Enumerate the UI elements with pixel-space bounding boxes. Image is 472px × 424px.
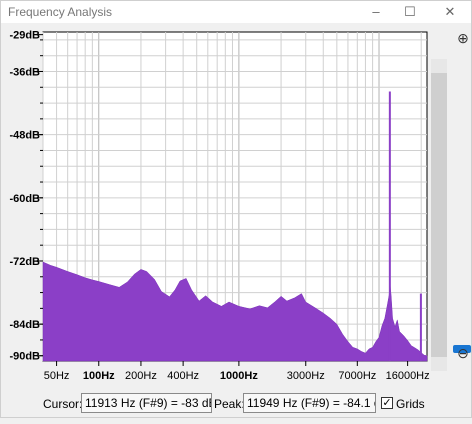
y-tick-label: -84dB <box>9 319 40 331</box>
y-tick-label: -90dB <box>9 351 40 363</box>
grids-label: Grids <box>396 397 425 411</box>
x-tick-label: 100Hz <box>83 370 115 382</box>
zoom-slider-handle[interactable] <box>453 345 471 353</box>
grids-checkbox[interactable]: ✓ <box>381 397 393 409</box>
window-title: Frequency Analysis <box>8 5 113 19</box>
y-tick-label: -48dB <box>9 130 40 142</box>
y-tick-label: -29dB <box>9 30 40 42</box>
status-bar: Cursor: 11913 Hz (F#9) = -83 dB Peak: 11… <box>1 391 472 417</box>
peak-label: Peak: <box>214 397 245 411</box>
x-tick-label: 1000Hz <box>220 370 258 382</box>
plot-area: -29dB -36dB -48dB -60dB -72dB -84dB -90dB 50Hz… <box>1 23 472 419</box>
y-axis: -29dB -36dB -48dB -60dB -72dB -84dB -90dB <box>9 30 43 363</box>
spectrum-chart[interactable]: -29dB -36dB -48dB -60dB -72dB -84dB -90dB 50Hz… <box>1 23 472 419</box>
zoom-out-icon[interactable]: ⊖ <box>457 345 469 361</box>
x-tick-label: 16000Hz <box>386 370 430 382</box>
x-tick-label: 400Hz <box>167 370 199 382</box>
spectrum-area <box>42 261 428 362</box>
minimize-button[interactable]: – <box>372 4 380 19</box>
cursor-readout: 11913 Hz (F#9) = -83 dB <box>81 393 212 413</box>
zoom-in-icon[interactable]: ⊕ <box>457 30 469 46</box>
x-axis: 50Hz 100Hz 200Hz 400Hz 1000Hz 3000Hz 7000Hz 160… <box>44 361 430 382</box>
spectrum-peaks <box>388 91 422 361</box>
peak-readout: 11949 Hz (F#9) = -84.1 d <box>243 393 376 413</box>
x-tick-label: 7000Hz <box>338 370 376 382</box>
y-tick-label: -72dB <box>9 256 40 268</box>
maximize-button[interactable]: ☐ <box>404 4 416 19</box>
x-tick-label: 50Hz <box>44 370 70 382</box>
y-tick-label: -36dB <box>9 66 40 78</box>
vertical-scroll-thumb[interactable] <box>431 73 447 357</box>
y-tick-label: -60dB <box>9 193 40 205</box>
x-tick-label: 200Hz <box>125 370 157 382</box>
x-tick-label: 3000Hz <box>287 370 325 382</box>
close-button[interactable]: ✕ <box>444 4 456 19</box>
cursor-label: Cursor: <box>43 397 83 411</box>
title-bar: Frequency Analysis – ☐ ✕ <box>1 1 471 23</box>
